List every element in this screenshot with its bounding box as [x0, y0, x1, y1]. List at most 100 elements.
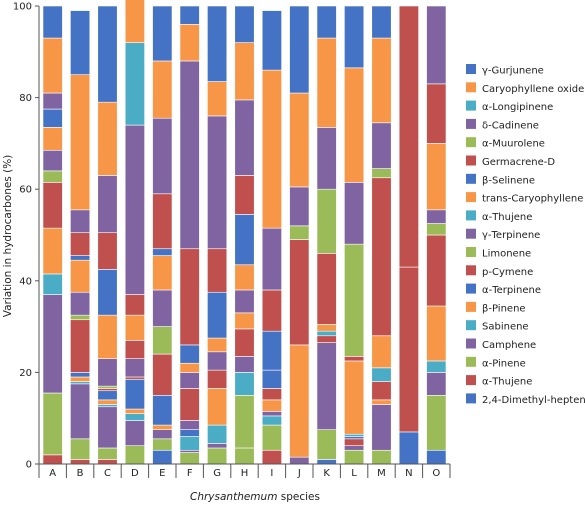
legend-label: Caryophyllene oxide — [482, 84, 584, 95]
bar-segment-B-2 — [70, 383, 91, 440]
y-tick-label: 20 — [19, 368, 32, 379]
legend-item: p-Cymene — [466, 265, 533, 278]
bar-segment-C-4 — [97, 399, 118, 405]
bar-segment-L-3 — [344, 436, 365, 440]
legend-item: 2,4-Dimethyl-heptene — [466, 393, 585, 406]
bar-segment-B-9 — [70, 259, 91, 293]
bar-segment-O-3 — [426, 360, 447, 373]
bar-segment-I-5 — [261, 388, 282, 401]
bar-segment-F-10 — [179, 60, 200, 250]
bar-segment-A-2 — [42, 294, 63, 394]
legend-label: γ-Terpinene — [482, 230, 540, 241]
bar-segment-E-5 — [152, 353, 173, 396]
legend-label: β-Selinene — [482, 175, 535, 186]
bar-F — [179, 5, 200, 465]
legend-swatch — [466, 228, 476, 239]
legend-swatch — [466, 82, 476, 93]
bar-G — [207, 5, 228, 465]
bar-segment-J-1 — [289, 344, 310, 458]
bar-segment-A-0 — [42, 454, 63, 465]
legend-label: α-Longipinene — [482, 102, 553, 113]
bar-segment-J-0 — [289, 456, 310, 465]
bar-segment-G-9 — [207, 115, 228, 250]
bar-E — [152, 5, 173, 465]
bar-segment-A-12 — [42, 5, 63, 39]
legend-item: δ-Cadinene — [466, 118, 539, 131]
legend-item: γ-Terpinene — [466, 228, 540, 241]
bar-segment-M-2 — [371, 399, 392, 405]
bar-segment-E-0 — [152, 449, 173, 465]
x-tick-label-G: G — [213, 468, 221, 479]
bar-segment-O-2 — [426, 372, 447, 396]
bar-segment-A-8 — [42, 127, 63, 151]
legend-swatch — [466, 320, 476, 331]
bar-segment-C-13 — [97, 101, 118, 176]
bar-segment-K-0 — [316, 459, 337, 465]
bar-segment-L-10 — [344, 5, 365, 69]
bar-segment-L-7 — [344, 243, 365, 357]
legend-label: α-Muurolene — [482, 139, 545, 150]
bar-segment-M-4 — [371, 367, 392, 382]
bar-segment-C-0 — [97, 459, 118, 465]
bar-segment-M-8 — [371, 122, 392, 169]
bar-segment-H-0 — [234, 447, 255, 465]
bar-segment-A-3 — [42, 273, 63, 295]
legend-label: α-Pinene — [482, 358, 526, 369]
legend-item: α-Pinene — [466, 356, 526, 369]
bar-segment-D-1 — [124, 420, 145, 446]
bar-segment-I-2 — [261, 415, 282, 426]
bar-segment-M-5 — [371, 335, 392, 369]
bar-segment-G-10 — [207, 81, 228, 117]
legend-item: Germacrene-D — [466, 155, 555, 168]
bar-segment-E-7 — [152, 289, 173, 327]
bar-segment-C-9 — [97, 314, 118, 359]
bar-H — [234, 5, 255, 465]
legend-swatch — [466, 283, 476, 294]
legend-item: β-Selinene — [466, 173, 535, 186]
bar-segment-E-10 — [152, 193, 173, 250]
bar-segment-F-1 — [179, 449, 200, 453]
bar-segment-O-8 — [426, 143, 447, 211]
legend-item: Caryophyllene oxide — [466, 82, 584, 95]
bar-segment-F-3 — [179, 429, 200, 437]
legend-label: Camphene — [482, 340, 536, 351]
bar-segment-B-10 — [70, 255, 91, 261]
bar-segment-K-1 — [316, 429, 337, 460]
bar-segment-C-12 — [97, 175, 118, 234]
bar-segment-L-6 — [344, 356, 365, 362]
x-axis-title-rest: species — [277, 491, 320, 503]
y-axis-title: Variation in hydrocarbones (%) — [2, 155, 14, 318]
bar-segment-K-5 — [316, 324, 337, 332]
bar-segment-L-4 — [344, 433, 365, 437]
bar-K — [316, 5, 337, 465]
bar-segment-B-8 — [70, 291, 91, 316]
bar-segment-H-4 — [234, 328, 255, 357]
legend-swatch — [466, 338, 476, 349]
bar-segment-M-10 — [371, 5, 392, 39]
legend-label: trans-Caryophyllene — [482, 194, 583, 205]
bar-segment-H-6 — [234, 289, 255, 314]
bar-segment-A-11 — [42, 37, 63, 94]
bar-segment-C-10 — [97, 269, 118, 316]
legend-swatch — [466, 356, 476, 367]
bar-segment-F-11 — [179, 24, 200, 62]
bar-segment-K-10 — [316, 5, 337, 39]
bar-segment-A-9 — [42, 108, 63, 128]
bar-J — [289, 5, 310, 465]
bar-segment-G-4 — [207, 369, 228, 389]
bar-segment-E-6 — [152, 326, 173, 355]
bar-segment-O-10 — [426, 5, 447, 85]
bar-segment-D-7 — [124, 340, 145, 359]
legend-label: β-Pinene — [482, 303, 526, 314]
bar-segment-B-7 — [70, 314, 91, 321]
x-tick-label-I: I — [270, 468, 273, 479]
x-tick-label-J: J — [297, 468, 301, 479]
bar-segment-K-9 — [316, 37, 337, 128]
bar-A — [42, 5, 63, 465]
bar-segment-K-6 — [316, 253, 337, 325]
bar-segment-H-2 — [234, 372, 255, 396]
bar-C — [97, 5, 118, 465]
bar-N — [398, 5, 419, 465]
legend-label: γ-Gurjunene — [482, 66, 544, 77]
legend-swatch — [466, 192, 476, 203]
